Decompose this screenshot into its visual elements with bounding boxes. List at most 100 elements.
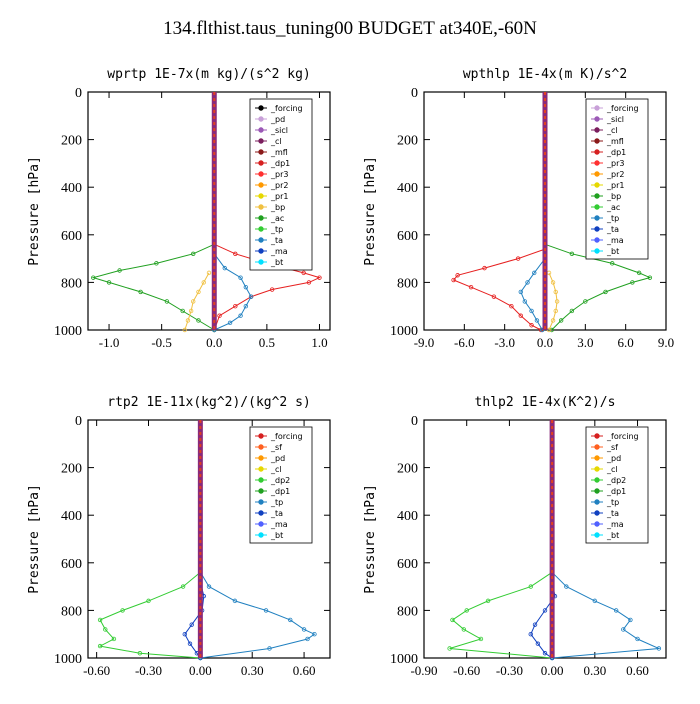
data-point xyxy=(583,299,588,304)
legend-marker xyxy=(594,237,600,243)
legend-entry: _forcing xyxy=(606,432,639,441)
series-line-dp1 xyxy=(449,571,553,659)
data-point xyxy=(542,608,548,613)
data-point xyxy=(534,318,540,323)
y-tick-label: 800 xyxy=(397,276,418,291)
legend-entry: _ma xyxy=(606,236,624,245)
legend-marker xyxy=(594,215,600,221)
legend-marker xyxy=(594,248,600,254)
legend-entry: _sicl xyxy=(270,126,288,135)
data-point xyxy=(554,299,560,304)
legend-marker xyxy=(258,477,264,483)
data-point xyxy=(528,584,533,589)
data-point xyxy=(106,280,112,285)
legend-marker xyxy=(258,160,264,166)
data-point xyxy=(553,289,558,295)
data-point xyxy=(482,265,487,271)
panel-1: wprtp 1E-7x(m kg)/(s^2 kg) Pressure [hPa]… xyxy=(27,67,331,350)
data-point xyxy=(312,632,317,637)
legend-marker xyxy=(258,499,264,505)
legend-entry: _ta xyxy=(606,509,619,518)
y-tick-label: 1000 xyxy=(54,324,82,339)
legend-marker xyxy=(594,149,600,155)
data-point xyxy=(621,627,626,632)
panel-4: thlp2 1E-4x(K^2)/s Pressure [hPa] 0 200 400 6… xyxy=(363,395,667,678)
y-tick-label: 800 xyxy=(61,276,82,291)
y-tick-label: 1000 xyxy=(390,652,418,667)
legend-entry: _mfl xyxy=(606,137,624,146)
panel-3: rtp2 1E-11x(kg^2)/(kg^2 s) Pressure [hPa]… xyxy=(27,395,331,678)
data-point xyxy=(180,308,185,314)
data-point xyxy=(305,636,310,642)
legend-marker xyxy=(594,160,600,166)
data-point xyxy=(267,646,272,651)
plot-frame xyxy=(87,419,331,659)
data-point xyxy=(196,289,201,295)
legend-entry: _ac xyxy=(270,214,284,223)
legend-entry: _dp2 xyxy=(270,476,290,485)
legend-marker xyxy=(594,455,600,461)
legend-entry: _forcing xyxy=(270,104,303,113)
panel-title: thlp2 1E-4x(K^2)/s xyxy=(475,395,616,410)
data-point xyxy=(558,318,564,323)
y-tick-label: 600 xyxy=(61,229,82,244)
legend-entry: _forcing xyxy=(270,432,303,441)
y-tick-label: 0 xyxy=(411,414,418,429)
data-point xyxy=(306,280,312,285)
y-tick-label: 200 xyxy=(61,134,82,149)
legend-marker xyxy=(594,127,600,133)
legend-marker xyxy=(594,226,600,232)
y-tick-label: 0 xyxy=(75,86,82,101)
data-point xyxy=(564,584,569,589)
x-tick-label: 0.00 xyxy=(189,663,212,678)
data-point xyxy=(103,627,108,632)
data-point xyxy=(182,327,187,333)
legend-marker xyxy=(594,193,600,199)
legend-marker xyxy=(258,466,264,472)
legend-marker xyxy=(258,510,264,516)
legend-entry: _ta xyxy=(606,225,619,234)
data-point xyxy=(232,598,238,604)
data-point xyxy=(97,643,103,649)
legend-marker xyxy=(258,171,264,177)
data-point xyxy=(528,632,533,637)
data-point xyxy=(263,608,269,613)
data-point xyxy=(656,646,662,651)
legend-marker xyxy=(258,259,264,265)
series-line-pr2 xyxy=(184,272,210,331)
x-tick-label: 6.0 xyxy=(618,335,634,350)
legend-entry: _pr3 xyxy=(606,159,624,168)
legend-marker xyxy=(594,444,600,450)
data-point xyxy=(525,280,530,285)
y-tick-label: 400 xyxy=(397,509,418,524)
data-point xyxy=(635,636,640,642)
data-point xyxy=(613,608,619,613)
legend-marker xyxy=(258,455,264,461)
legend-entry: _bt xyxy=(270,258,283,267)
y-tick-label: 400 xyxy=(397,181,418,196)
legend-marker xyxy=(258,521,264,527)
data-point xyxy=(468,284,474,290)
y-tick-label: 200 xyxy=(61,462,82,477)
data-point xyxy=(532,270,537,276)
y-tick-label: 600 xyxy=(61,557,82,572)
data-point xyxy=(628,617,633,623)
legend-marker xyxy=(258,127,264,133)
y-tick-label: 200 xyxy=(397,462,418,477)
legend-marker xyxy=(594,433,600,439)
legend-entry: _tp xyxy=(606,214,619,223)
data-point xyxy=(522,299,528,304)
legend-entry: _bt xyxy=(606,247,619,256)
legend-entry: _ma xyxy=(606,520,624,529)
data-point xyxy=(450,617,455,623)
legend-marker xyxy=(594,171,600,177)
x-tick-label: 0.00 xyxy=(541,663,564,678)
legend-entry: _ma xyxy=(270,520,288,529)
x-tick-label: -9.0 xyxy=(414,335,435,350)
x-tick-label: -3.0 xyxy=(494,335,515,350)
series-line-tp xyxy=(551,571,661,659)
data-point xyxy=(301,270,306,276)
legend-entry: _bp xyxy=(606,192,621,201)
data-point xyxy=(191,251,196,257)
